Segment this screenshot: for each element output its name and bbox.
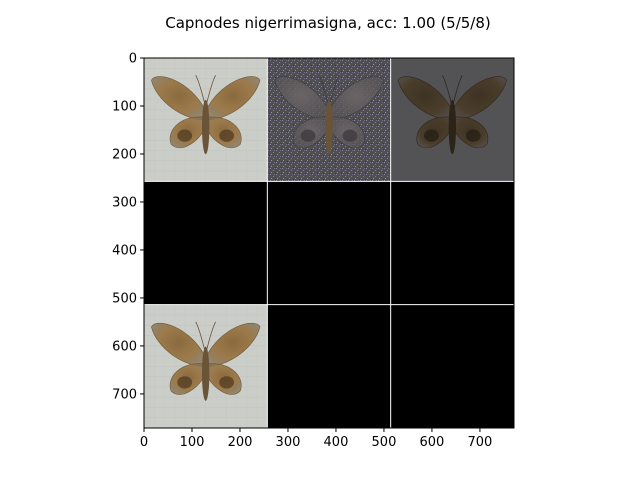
tile-background bbox=[390, 181, 514, 305]
x-tick-label: 700 bbox=[468, 435, 493, 450]
image-tile-r0-c1 bbox=[267, 58, 391, 182]
x-tick-label: 600 bbox=[420, 435, 445, 450]
moth-wing-spot bbox=[423, 129, 439, 142]
chart-title: Capnodes nigerrimasigna, acc: 1.00 (5/5/… bbox=[165, 14, 491, 32]
image-tile-r2-c2 bbox=[390, 304, 514, 428]
x-tick-label: 300 bbox=[276, 435, 301, 450]
moth-upper-right-wing bbox=[205, 76, 261, 120]
moth-upper-left-wing bbox=[151, 323, 206, 367]
moth-antenna bbox=[195, 75, 205, 103]
image-tile-r0-c0 bbox=[144, 58, 268, 182]
image-tile-r2-c0 bbox=[144, 304, 268, 428]
x-tick-label: 200 bbox=[228, 435, 253, 450]
moth-upper-left-wing bbox=[397, 76, 453, 120]
image-tile-r1-c2 bbox=[390, 181, 514, 305]
moth-upper-right-wing bbox=[452, 76, 507, 120]
y-tick-label: 100 bbox=[112, 99, 137, 114]
y-tick-label: 500 bbox=[112, 291, 137, 306]
moth-body bbox=[201, 99, 210, 155]
y-tick-label: 700 bbox=[112, 387, 137, 402]
tile-background bbox=[267, 304, 391, 428]
y-tick-label: 0 bbox=[129, 52, 137, 67]
x-tick-label: 0 bbox=[140, 435, 148, 450]
moth-wing-spot bbox=[177, 129, 193, 142]
image-tile-r2-c1 bbox=[267, 304, 391, 428]
moth-upper-right-wing bbox=[328, 76, 384, 120]
x-tick-label: 100 bbox=[180, 435, 205, 450]
moth-upper-left-wing bbox=[151, 76, 206, 120]
moth-body bbox=[448, 99, 457, 155]
tile-background bbox=[267, 181, 391, 305]
moth-antenna bbox=[195, 321, 205, 350]
moth-antenna bbox=[329, 75, 340, 103]
moth-antenna bbox=[442, 75, 452, 103]
image-tile-r0-c2 bbox=[390, 58, 514, 182]
y-tick-label: 200 bbox=[112, 147, 137, 162]
x-tick-label: 500 bbox=[372, 435, 397, 450]
tile-background bbox=[144, 181, 268, 305]
moth-body bbox=[325, 99, 333, 155]
moth-antenna bbox=[206, 321, 216, 350]
moth-wing-spot bbox=[219, 129, 235, 142]
x-tick-label: 400 bbox=[324, 435, 349, 450]
y-tick-label: 400 bbox=[112, 243, 137, 258]
moth-upper-left-wing bbox=[274, 76, 330, 120]
moth-upper-right-wing bbox=[205, 323, 261, 367]
moth-antenna bbox=[318, 75, 329, 103]
moth-antenna bbox=[206, 75, 216, 103]
moth-antenna bbox=[453, 75, 463, 103]
image-tile-r1-c0 bbox=[144, 181, 268, 305]
axes-frame bbox=[143, 57, 515, 429]
moth-wing-spot bbox=[465, 129, 481, 142]
moth-wing-spot bbox=[300, 129, 316, 142]
moth-wing-spot bbox=[342, 129, 358, 142]
image-tile-r1-c1 bbox=[267, 181, 391, 305]
y-tick-label: 300 bbox=[112, 195, 137, 210]
moth-wing-spot bbox=[219, 376, 235, 389]
moth-body bbox=[201, 346, 210, 401]
moth-wing-spot bbox=[177, 376, 193, 389]
y-tick-label: 600 bbox=[112, 339, 137, 354]
tile-background bbox=[390, 304, 514, 428]
